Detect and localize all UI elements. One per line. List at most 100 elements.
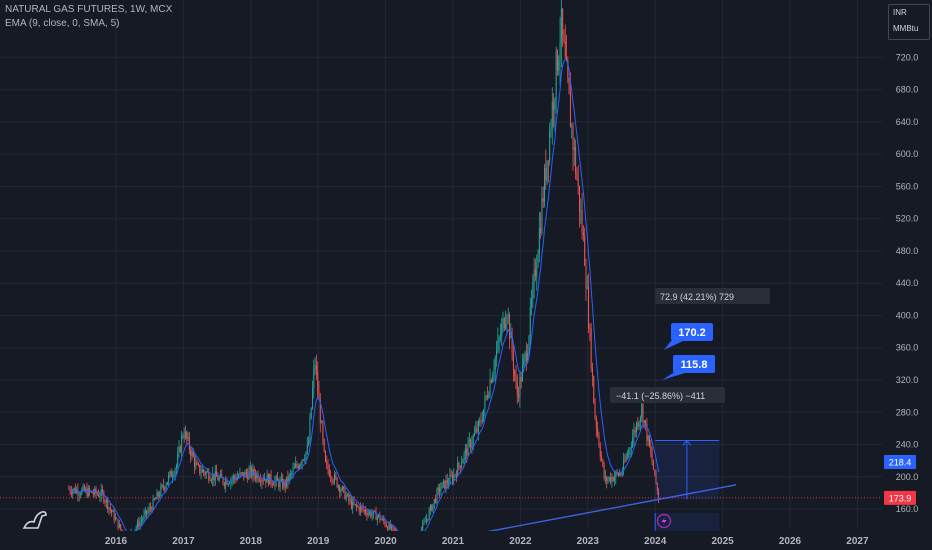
candle <box>623 452 625 476</box>
candle <box>155 496 157 500</box>
upper-measure-tool[interactable]: 72.9 (42.21%) 729 <box>655 288 770 500</box>
candle <box>392 525 394 532</box>
candle <box>328 464 330 478</box>
candle <box>597 421 599 439</box>
y-tick-label: 440.0 <box>896 278 919 288</box>
lightning-event-icon[interactable] <box>656 513 672 529</box>
candle <box>486 386 488 401</box>
candle <box>197 461 199 467</box>
y-tick-label: 680.0 <box>896 85 919 95</box>
unit-selector[interactable]: INR MMBtu <box>888 4 930 40</box>
candle <box>590 323 592 373</box>
candle <box>114 513 116 522</box>
candle <box>182 432 184 440</box>
candle <box>82 483 84 491</box>
candle <box>337 484 339 492</box>
callout-lower[interactable]: 115.8 <box>662 355 715 380</box>
candle <box>567 56 569 84</box>
candle <box>546 160 548 185</box>
candle <box>293 462 295 470</box>
y-tick-label: 400.0 <box>896 310 919 320</box>
candle <box>137 518 139 530</box>
indicator-legend[interactable]: EMA (9, close, 0, SMA, 5) <box>5 18 120 29</box>
y-tick-label: 320.0 <box>896 375 919 385</box>
candle <box>157 491 159 501</box>
candle <box>227 482 229 487</box>
candle <box>95 485 97 499</box>
candle <box>361 506 363 513</box>
candle <box>481 411 483 425</box>
candle <box>274 475 276 491</box>
candle <box>240 471 242 477</box>
candle <box>626 450 628 460</box>
candle <box>610 472 612 485</box>
candle <box>92 488 94 499</box>
candle <box>521 353 523 383</box>
candle <box>191 447 193 461</box>
candle <box>249 461 251 478</box>
candle <box>474 425 476 437</box>
lower-measure-label: −41.1 (−25.86%) −411 <box>616 391 705 401</box>
candle <box>576 167 578 181</box>
candle <box>214 465 216 486</box>
candle <box>387 525 389 532</box>
candle <box>428 506 430 521</box>
candle <box>315 354 317 380</box>
candle <box>105 498 107 509</box>
candle <box>516 374 518 404</box>
candle <box>446 473 448 489</box>
candle <box>505 310 507 331</box>
y-tick-label: 280.0 <box>896 407 919 417</box>
candle <box>264 472 266 481</box>
candle <box>73 487 75 494</box>
candle <box>519 370 521 408</box>
candle <box>330 470 332 483</box>
currency-label: INR <box>893 8 907 17</box>
candle <box>188 432 190 455</box>
candle <box>498 334 500 354</box>
candle <box>346 493 348 497</box>
candle <box>370 509 372 519</box>
candle <box>366 508 368 521</box>
candle <box>453 468 455 485</box>
candle <box>555 46 557 114</box>
candle <box>451 471 453 486</box>
price-axis[interactable]: 720.0 680.0 640.0 600.0 560.0 520.0 480.0 440.0… <box>882 0 932 550</box>
candle <box>317 361 319 400</box>
candle <box>559 16 561 87</box>
candle <box>553 93 555 128</box>
candle <box>181 430 183 461</box>
candle <box>444 480 446 490</box>
ema-line <box>68 59 660 542</box>
candle <box>322 420 324 445</box>
candle <box>179 444 181 453</box>
candle <box>442 478 444 488</box>
candle <box>331 476 333 486</box>
candle <box>103 489 105 505</box>
candle <box>311 380 313 411</box>
candle <box>258 476 260 483</box>
candle <box>273 481 275 486</box>
candle <box>166 481 168 486</box>
time-axis[interactable]: 2016 2017 2018 2019 2020 2021 2022 2023 2024 2025… <box>0 531 882 550</box>
candle <box>651 446 653 466</box>
candle <box>585 258 587 301</box>
callout-upper[interactable]: 170.2 <box>664 323 713 350</box>
dinosaur-logo-icon[interactable] <box>22 511 47 529</box>
grid <box>0 0 882 529</box>
candle <box>230 477 232 490</box>
y-tick-label: 600.0 <box>896 149 919 159</box>
candle <box>480 412 482 427</box>
candle <box>493 359 495 382</box>
candle <box>278 478 280 491</box>
candle <box>639 415 641 432</box>
candle <box>470 437 472 453</box>
candle <box>642 403 644 429</box>
candle <box>502 311 504 333</box>
callout-upper-text: 170.2 <box>678 327 706 339</box>
candle <box>223 481 225 490</box>
candle <box>270 469 272 488</box>
candle <box>287 470 289 489</box>
